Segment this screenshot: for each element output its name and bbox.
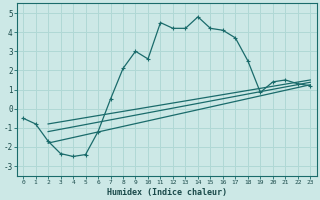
X-axis label: Humidex (Indice chaleur): Humidex (Indice chaleur) bbox=[107, 188, 227, 197]
